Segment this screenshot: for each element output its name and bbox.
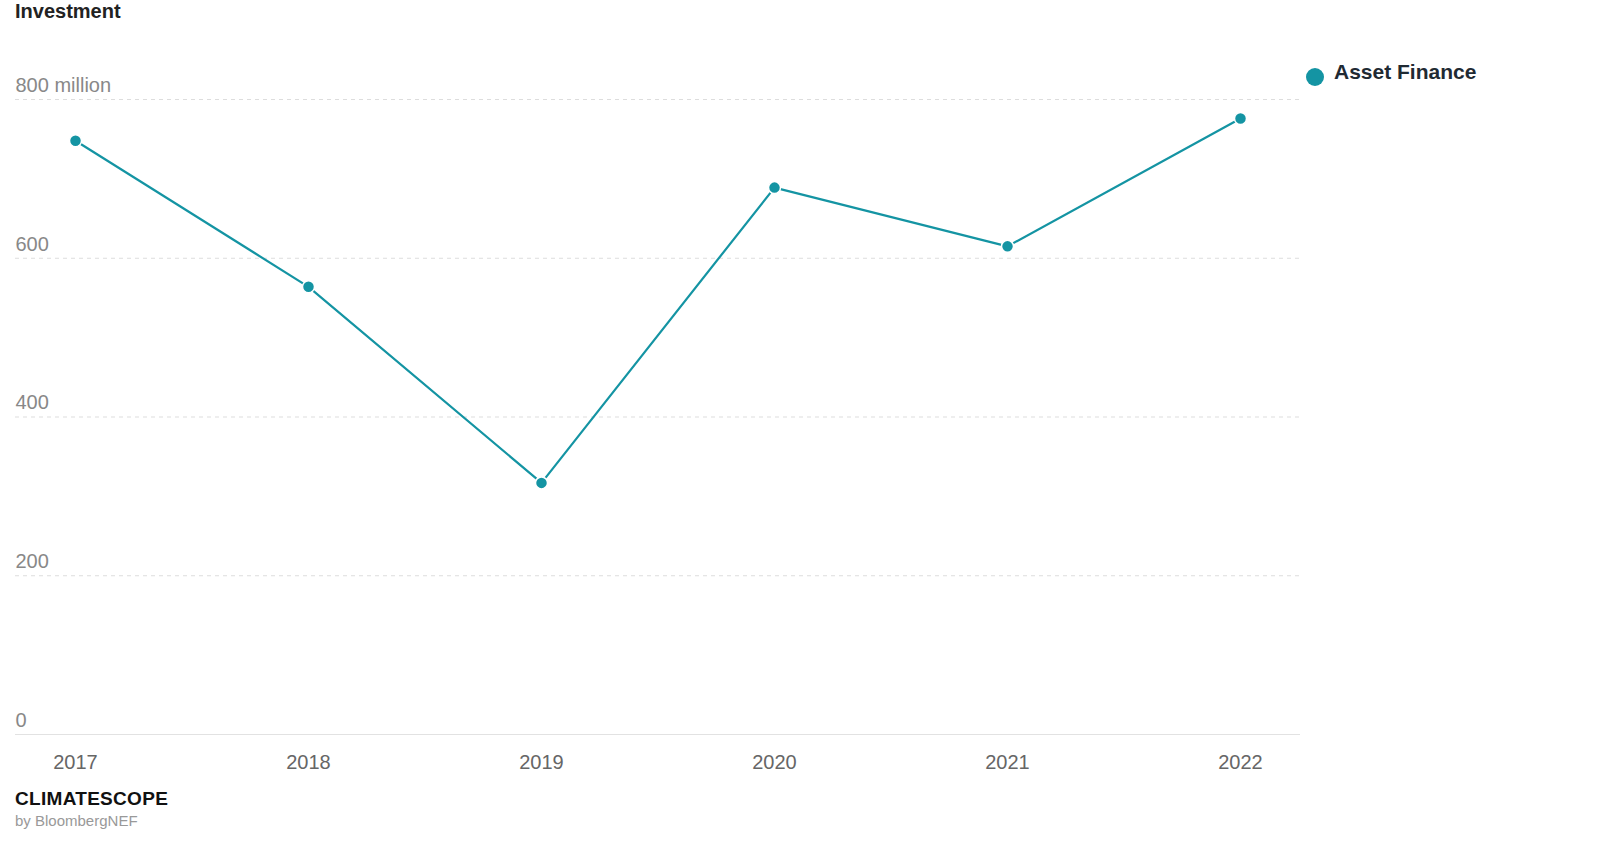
html-text:by BloombergNEF: by BloombergNEF	[15, 812, 138, 829]
svg-text:2022: 2022	[1218, 751, 1263, 773]
svg-text:2020: 2020	[752, 751, 797, 773]
svg-text:800 million: 800 million	[16, 74, 112, 96]
svg-text:2021: 2021	[985, 751, 1030, 773]
svg-text:2019: 2019	[519, 751, 564, 773]
svg-text:200: 200	[16, 550, 49, 572]
svg-text:600: 600	[16, 233, 49, 255]
svg-text:400: 400	[16, 391, 49, 413]
svg-text:2018: 2018	[286, 751, 331, 773]
svg-text:0: 0	[16, 709, 27, 731]
html-text:Investment: Investment	[15, 0, 121, 22]
html-text:CLIMATESCOPE: CLIMATESCOPE	[15, 788, 169, 809]
svg-text:2017: 2017	[53, 751, 98, 773]
html-text:Asset Finance: Asset Finance	[1334, 60, 1477, 83]
